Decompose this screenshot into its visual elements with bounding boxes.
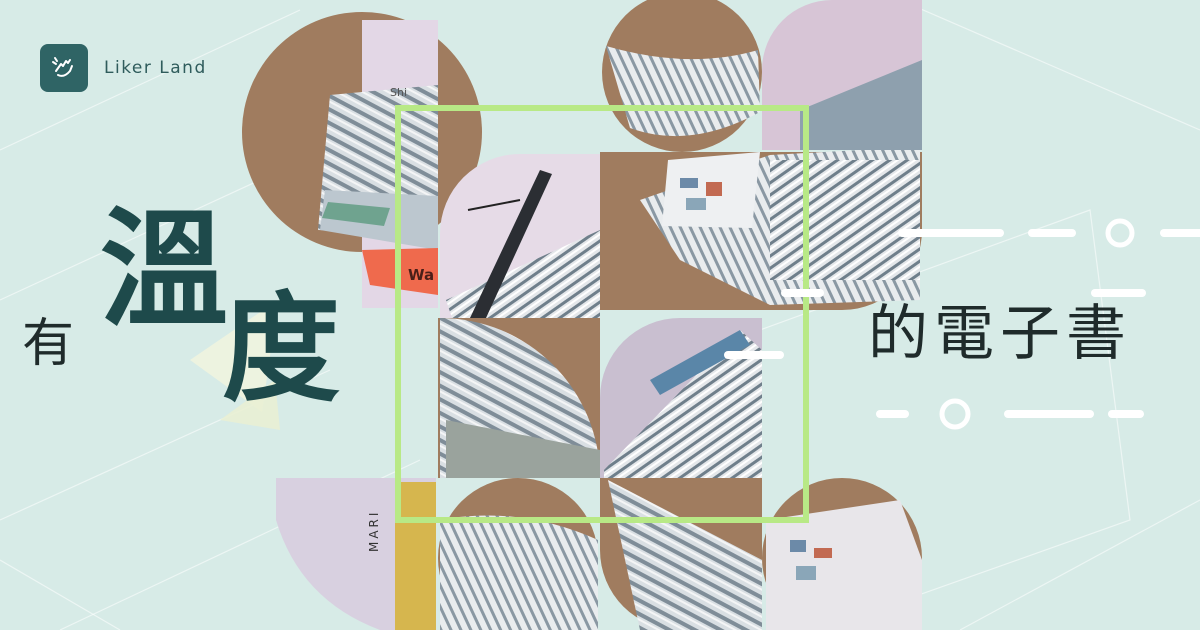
photo-circle-lower-right bbox=[600, 318, 762, 478]
photo-block-right bbox=[600, 150, 922, 310]
photo-text-shi: Shi bbox=[390, 86, 407, 99]
photo-halfdisc-center bbox=[440, 154, 600, 318]
photo-circle-bottom-center bbox=[438, 478, 598, 630]
headline-rest: 的電子書 bbox=[868, 304, 1132, 364]
photo-block-lower-left bbox=[438, 318, 600, 478]
brand-name: Liker Land bbox=[104, 58, 207, 78]
photo-text-mari: MARI bbox=[367, 510, 381, 552]
photo-circle-top-center bbox=[602, 0, 762, 152]
photo-text-wa: Wa bbox=[408, 266, 434, 284]
headline-char-wen: 溫 bbox=[100, 206, 228, 334]
photo-block-bottom-right bbox=[600, 478, 922, 630]
photo-block-bottom-left bbox=[276, 478, 436, 630]
brand-logo[interactable]: Liker Land bbox=[40, 44, 207, 92]
photo-leaf-top-right bbox=[762, 0, 922, 150]
headline-char-du: 度 bbox=[222, 290, 340, 408]
headline-char-you: 有 bbox=[22, 318, 74, 370]
hand-clap-icon bbox=[40, 44, 88, 92]
